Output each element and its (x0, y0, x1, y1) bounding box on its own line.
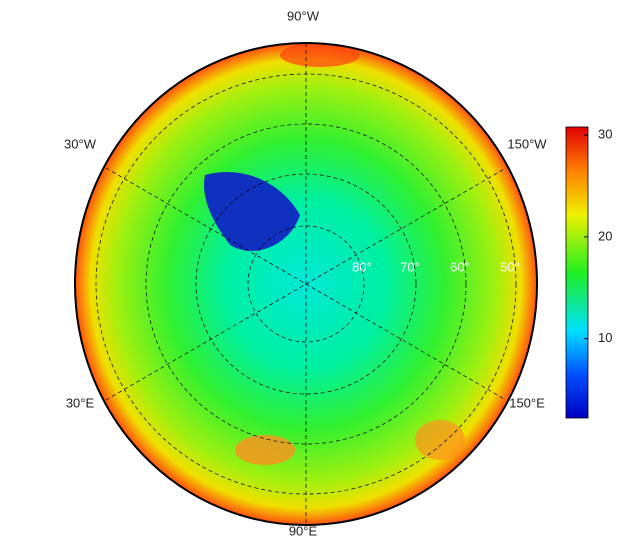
lon-label: 90°W (287, 8, 320, 23)
map-border (74, 42, 538, 526)
colorbar-tick-label: 30 (598, 127, 612, 142)
colorbar-tick-label: 10 (598, 330, 612, 345)
colorbar-tick-label: 20 (598, 228, 612, 243)
lon-label: 90°E (289, 523, 318, 538)
lon-label: 150°E (509, 395, 545, 410)
lat-label: 70° (400, 259, 420, 274)
lon-label: 30°W (64, 136, 97, 151)
graticule (95, 43, 517, 525)
lon-label: 30°E (66, 395, 95, 410)
lat-label: 80° (352, 259, 372, 274)
lat-label: 60° (450, 259, 470, 274)
colorbar (565, 126, 589, 419)
lat-label: 50° (500, 259, 520, 274)
lon-label: 150°W (507, 136, 547, 151)
